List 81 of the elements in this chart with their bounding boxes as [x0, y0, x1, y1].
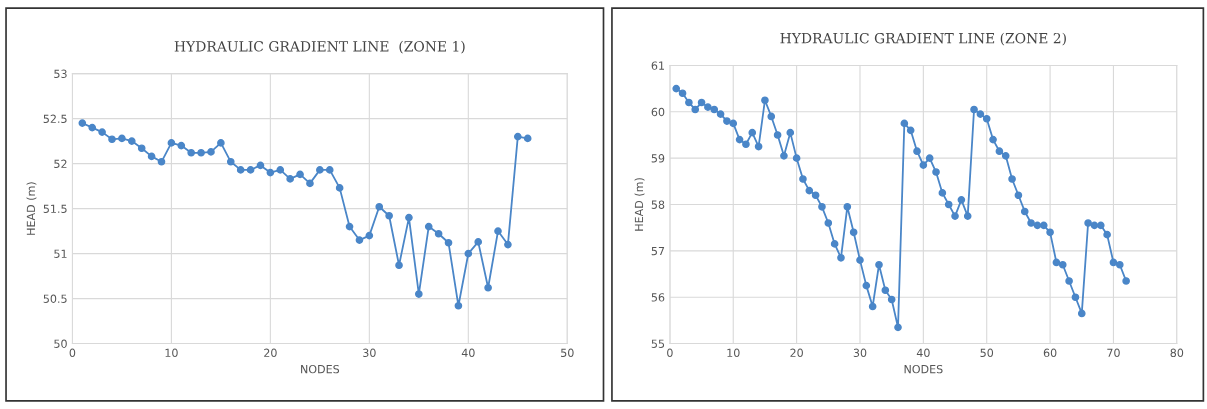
- y-tick-label: 53: [54, 69, 67, 78]
- y-tick-label: 52: [54, 159, 67, 168]
- point: [424, 222, 433, 231]
- point: [286, 175, 294, 183]
- x-tick-label: 40: [461, 348, 475, 358]
- point: [78, 119, 87, 127]
- point: [226, 157, 235, 166]
- y-tick-label: 50.5: [43, 294, 67, 303]
- y-tick-label: 57: [651, 246, 665, 256]
- point: [266, 168, 275, 177]
- y-tick-label: 52.5: [43, 114, 67, 123]
- point: [434, 229, 443, 238]
- point: [296, 170, 304, 179]
- y-tick-label: 55: [651, 339, 665, 348]
- point: [207, 148, 215, 156]
- x-axis-title: NODES: [301, 364, 340, 374]
- point: [464, 249, 473, 258]
- point: [276, 166, 285, 174]
- chart-title: HYDRAULIC GRADIENT LINE (ZONE 2): [780, 32, 1066, 46]
- point: [335, 184, 344, 192]
- y-tick-label: 58: [651, 200, 665, 209]
- y-tick-label: 51: [54, 249, 67, 258]
- point: [147, 152, 156, 161]
- x-tick-label: 50: [561, 348, 574, 358]
- point: [157, 157, 166, 166]
- point: [306, 179, 314, 188]
- chart-title: HYDRAULIC GRADIENT LINE (ZONE 1): [174, 40, 465, 54]
- x-axis-title: NODES: [904, 364, 943, 374]
- point: [395, 261, 403, 270]
- point: [217, 139, 225, 147]
- y-tick-label: 61: [651, 61, 664, 70]
- point: [504, 240, 512, 249]
- y-tick-label: 50: [54, 339, 67, 348]
- x-tick-label: 0: [69, 348, 76, 358]
- point: [474, 238, 483, 246]
- y-tick-label: 59: [651, 154, 665, 163]
- y-tick-label: 51.5: [43, 204, 67, 213]
- x-tick-label: 40: [916, 348, 930, 358]
- point: [316, 166, 324, 174]
- point: [325, 166, 334, 174]
- y-axis-title: HEAD (m): [634, 178, 645, 231]
- point: [494, 227, 502, 235]
- point: [513, 132, 522, 141]
- point: [454, 301, 463, 310]
- point: [98, 128, 106, 136]
- x-tick-label: 0: [667, 348, 673, 358]
- x-tick-label: 10: [727, 348, 740, 358]
- x-tick-label: 20: [264, 348, 277, 358]
- point: [236, 166, 245, 174]
- point: [256, 161, 265, 170]
- x-tick-label: 70: [1107, 348, 1120, 358]
- point: [355, 236, 364, 244]
- point: [246, 166, 255, 174]
- x-tick-label: 80: [1170, 348, 1184, 358]
- point: [405, 213, 413, 222]
- point: [365, 231, 374, 240]
- point: [484, 283, 492, 292]
- point: [108, 135, 116, 144]
- point: [415, 290, 423, 298]
- y-axis-title: HEAD (m): [26, 182, 37, 235]
- y-tick-label: 60: [651, 107, 665, 117]
- x-tick-label: 10: [165, 348, 178, 358]
- x-tick-label: 60: [1043, 348, 1057, 358]
- y-tick-label: 56: [651, 293, 665, 302]
- point: [375, 202, 384, 211]
- point: [88, 123, 97, 132]
- point: [385, 211, 393, 220]
- x-tick-label: 30: [853, 348, 867, 358]
- point: [137, 144, 146, 153]
- point: [197, 148, 205, 157]
- point: [167, 139, 176, 147]
- point: [523, 134, 532, 143]
- point: [127, 137, 136, 145]
- x-tick-label: 30: [363, 348, 376, 358]
- point: [444, 238, 453, 247]
- point: [345, 222, 354, 231]
- point: [177, 141, 186, 150]
- point: [187, 148, 196, 157]
- point: [118, 134, 126, 143]
- x-tick-label: 50: [980, 348, 994, 358]
- x-tick-label: 20: [790, 348, 803, 358]
